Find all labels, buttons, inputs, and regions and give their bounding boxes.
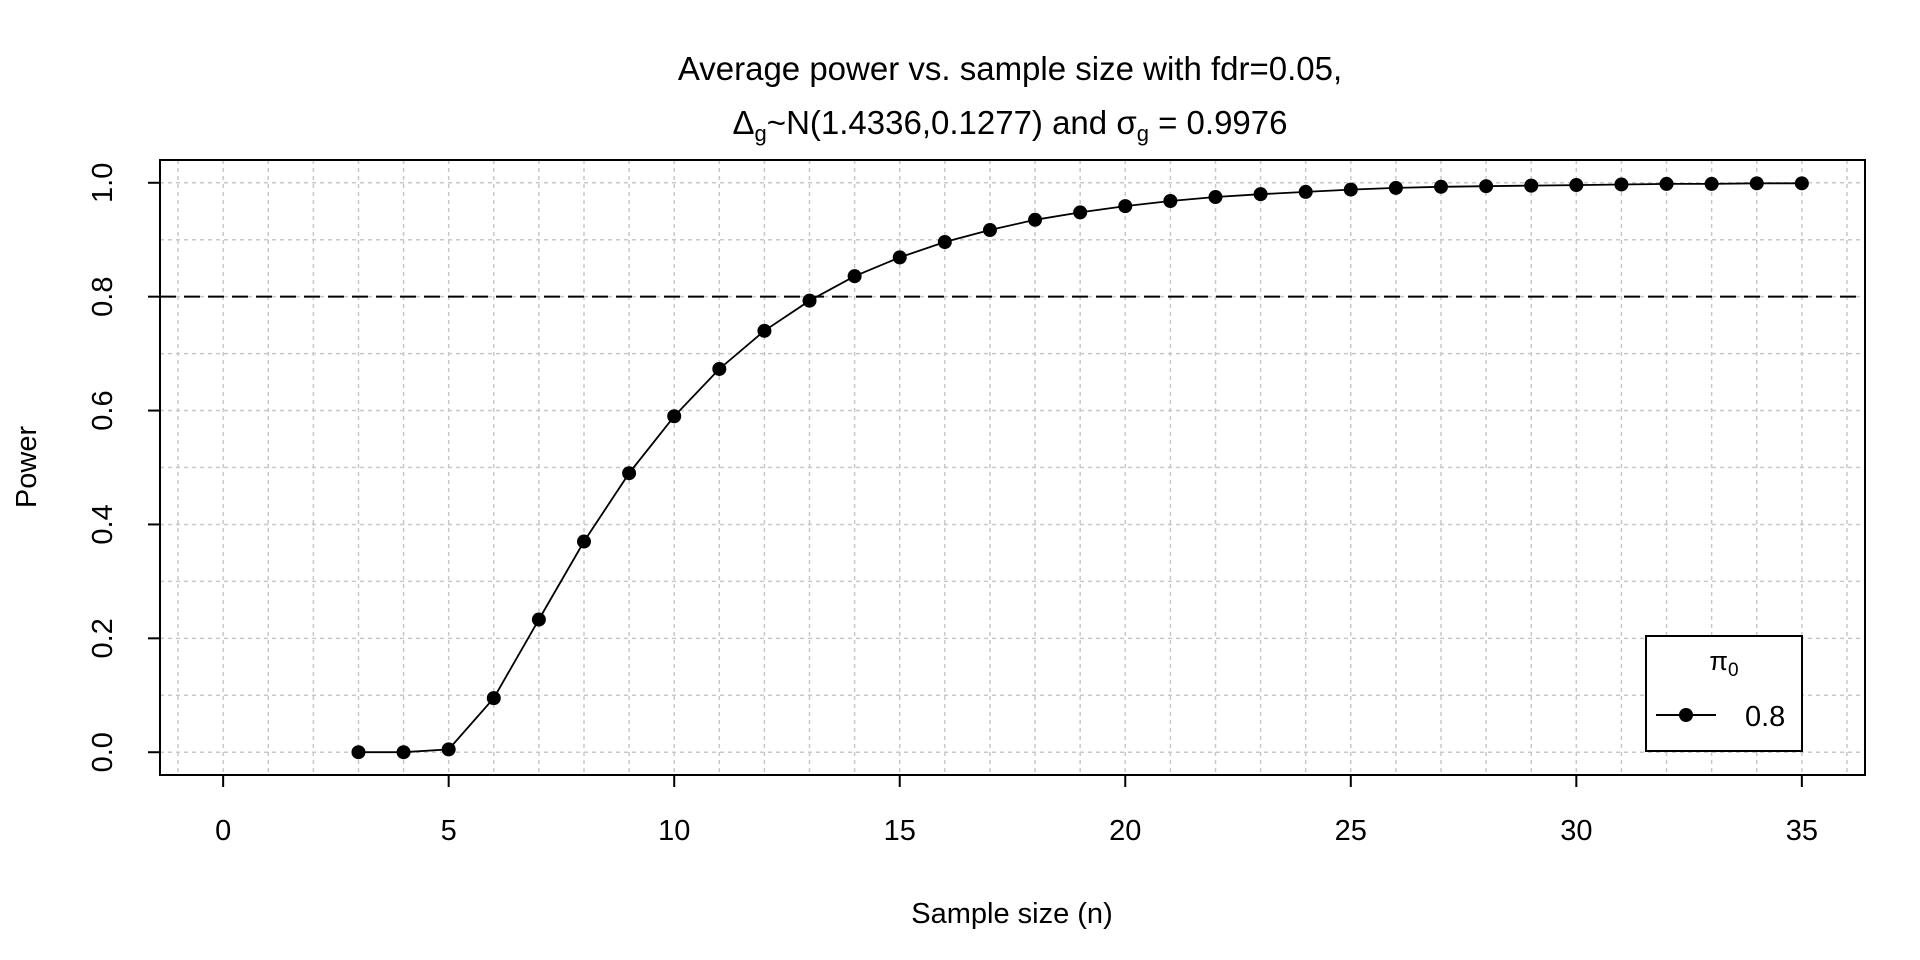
y-axis-label: Power — [11, 426, 43, 509]
x-tick-label: 10 — [658, 815, 690, 847]
x-tick-label: 25 — [1335, 815, 1367, 847]
data-point — [441, 742, 456, 757]
grid-lines — [160, 160, 1865, 775]
data-point — [1749, 176, 1764, 191]
data-point — [892, 250, 907, 265]
data-point — [1524, 178, 1539, 193]
data-point — [486, 691, 501, 706]
title-tail-text: = 0.9976 — [1149, 104, 1288, 141]
y-tick-label: 0.6 — [87, 390, 119, 430]
legend-marker — [1679, 708, 1693, 722]
plot-frame — [159, 159, 1866, 776]
x-axis-label: Sample size (n) — [911, 898, 1112, 930]
data-point — [1253, 187, 1268, 202]
data-point — [1073, 205, 1088, 220]
data-point — [1208, 190, 1223, 205]
data-point — [351, 745, 366, 760]
y-tick-label: 0.2 — [87, 618, 119, 658]
chart-title-line1: Average power vs. sample size with fdr=0… — [678, 50, 1342, 87]
data-point — [1569, 178, 1584, 193]
title-mid-text: ~N(1.4336,0.1277) and — [767, 104, 1117, 141]
y-tick-label: 0.4 — [87, 504, 119, 544]
y-tick-label: 0.0 — [87, 732, 119, 772]
delta-symbol: Δ — [733, 104, 755, 141]
legend-title: π0 — [1709, 646, 1738, 681]
y-tick-label: 0.8 — [87, 277, 119, 317]
data-point — [1298, 184, 1313, 199]
chart-title-line2: Δg~N(1.4336,0.1277) and σg = 0.9976 — [733, 104, 1288, 146]
data-point — [757, 323, 772, 338]
legend-title-subscript: 0 — [1728, 660, 1739, 681]
data-point — [1388, 180, 1403, 195]
x-axis: 0 5 10 15 20 25 30 35 — [215, 775, 1818, 847]
x-tick-label: 30 — [1560, 815, 1592, 847]
data-point — [1479, 179, 1494, 194]
legend-entry-label: 0.8 — [1745, 701, 1785, 733]
data-point — [1704, 176, 1719, 191]
data-point — [396, 745, 411, 760]
legend-title-symbol: π — [1709, 646, 1728, 676]
data-point — [1118, 199, 1133, 214]
x-tick-label: 15 — [884, 815, 916, 847]
x-tick-label: 35 — [1786, 815, 1818, 847]
data-point — [1343, 182, 1358, 197]
sigma-symbol: σ — [1116, 104, 1136, 141]
y-axis: 0.0 0.2 0.4 0.6 0.8 1.0 — [87, 163, 160, 772]
data-point — [531, 612, 546, 627]
data-point — [982, 223, 997, 238]
data-point — [802, 293, 817, 308]
data-point — [712, 361, 727, 376]
legend: π0 0.8 — [1645, 635, 1803, 752]
data-point — [667, 409, 682, 424]
data-point — [622, 466, 637, 481]
legend-box — [1645, 635, 1803, 752]
delta-subscript: g — [755, 121, 767, 146]
data-point — [1163, 194, 1178, 208]
y-tick-label: 1.0 — [87, 163, 119, 203]
data-point — [1659, 176, 1674, 191]
data-point — [1434, 179, 1449, 194]
data-point — [576, 534, 591, 549]
x-tick-label: 20 — [1109, 815, 1141, 847]
data-point — [1614, 177, 1629, 192]
data-point — [847, 269, 862, 284]
sigma-subscript: g — [1137, 121, 1149, 146]
x-tick-label: 5 — [441, 815, 457, 847]
series-group — [351, 176, 1809, 760]
data-point — [1028, 212, 1043, 227]
data-point — [1794, 176, 1809, 191]
x-tick-label: 0 — [215, 815, 231, 847]
data-point — [937, 235, 952, 249]
